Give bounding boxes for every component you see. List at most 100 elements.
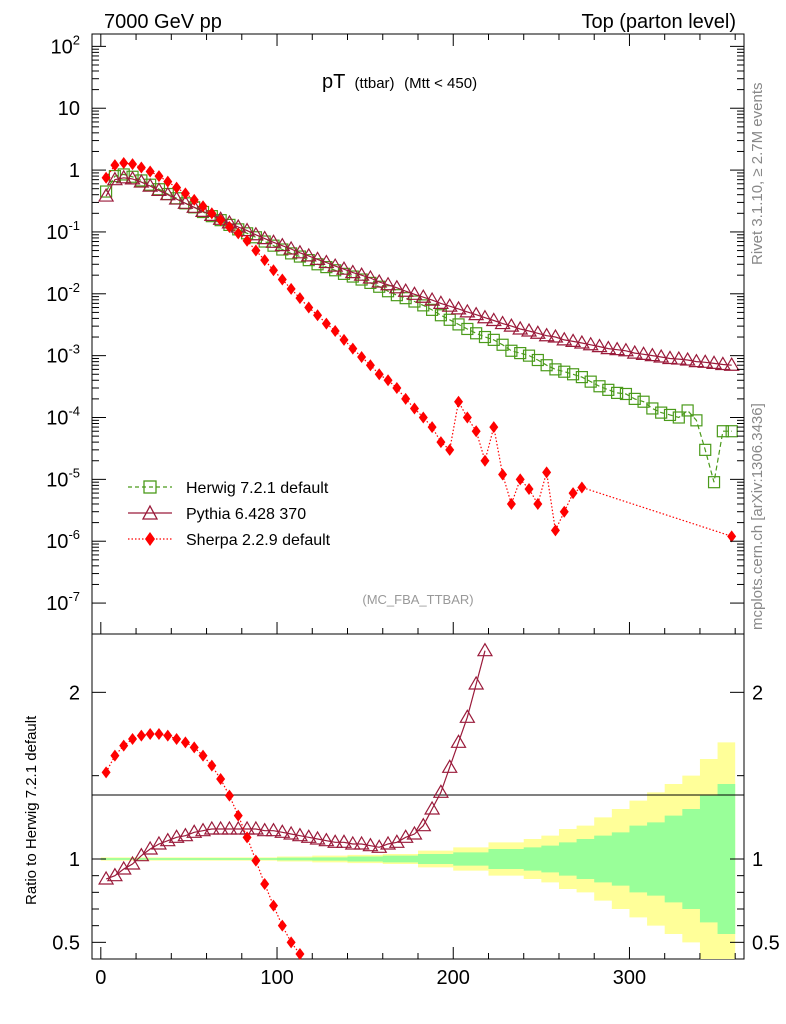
sherpa-point <box>260 254 270 267</box>
pythia-ratio-point <box>362 837 379 852</box>
pythia-point <box>556 331 573 346</box>
pythia-point <box>441 298 458 312</box>
sherpa-point <box>427 421 437 434</box>
sherpa-point <box>110 159 120 172</box>
pythia-ratio-point <box>274 824 291 838</box>
pythia-ratio-point <box>186 824 203 838</box>
herwig-point <box>566 368 580 381</box>
legend: Herwig 7.2.1 default Pythia 6.428 370 Sh… <box>128 480 331 549</box>
herwig-point <box>672 411 685 424</box>
pythia-ratio-point <box>318 832 335 847</box>
herwig-point <box>593 380 606 393</box>
sherpa-ratio-point <box>128 733 138 745</box>
herwig-point <box>549 363 562 376</box>
sherpa-point <box>172 181 182 194</box>
pythia-point <box>723 357 740 371</box>
pythia-point <box>300 247 317 262</box>
sherpa-point <box>304 301 314 314</box>
pythia-point <box>142 177 159 192</box>
ratio-y-tick-label-right: 0.5 <box>752 932 780 954</box>
x-tick-label: 300 <box>613 967 646 989</box>
herwig-point <box>690 414 703 427</box>
legend-marker-sherpa <box>145 532 155 546</box>
legend-label-sherpa: Sherpa 2.2.9 default <box>186 532 331 549</box>
sherpa-ratio-point <box>251 854 261 867</box>
herwig-point <box>663 408 677 422</box>
y-tick-label: 10-2 <box>46 280 80 306</box>
pythia-ratio-point <box>203 820 220 835</box>
sherpa-point <box>462 411 472 424</box>
sherpa-point <box>383 374 393 387</box>
herwig-point <box>628 392 641 405</box>
ratio-y-tick-label: 2 <box>69 682 80 704</box>
pythia-ratio-point <box>476 642 494 657</box>
pythia-point <box>670 350 687 365</box>
sherpa-ratio-point <box>163 729 173 742</box>
pythia-point <box>159 186 176 201</box>
sherpa-point <box>163 175 173 188</box>
herwig-point <box>558 365 571 378</box>
pythia-point <box>714 356 731 371</box>
sherpa-point <box>189 193 199 206</box>
herwig-point <box>408 295 421 308</box>
pythia-point <box>512 320 529 335</box>
plot-title: pT (ttbar) (Mtt < 450) <box>322 71 477 93</box>
pythia-point <box>600 340 617 355</box>
sherpa-point <box>418 411 428 424</box>
ratio-y-tick-label-right: 2 <box>752 682 763 704</box>
herwig-point <box>470 327 483 340</box>
sherpa-point <box>506 497 516 510</box>
pythia-point <box>177 195 194 209</box>
pythia-point <box>265 234 282 248</box>
pythia-ratio-point <box>388 834 405 848</box>
sherpa-ratio-line <box>105 733 301 955</box>
pythia-point <box>494 315 511 330</box>
sherpa-point <box>550 524 560 537</box>
pythia-ratio-point <box>300 829 317 843</box>
pythia-ratio-point <box>353 835 370 850</box>
herwig-point <box>514 346 527 360</box>
ratio-y-tick-label: 0.5 <box>52 932 80 954</box>
sherpa-ratio-point <box>260 878 270 890</box>
y-tick-label: 10-4 <box>46 404 80 430</box>
sherpa-point <box>339 333 349 346</box>
pythia-point <box>106 171 123 186</box>
sherpa-point <box>533 497 543 510</box>
pythia-ratio-point <box>450 734 467 748</box>
pythia-ratio-point <box>424 800 441 815</box>
y-tick-label: 10-1 <box>46 218 80 244</box>
legend-label-herwig: Herwig 7.2.1 default <box>186 480 329 497</box>
sherpa-ratio-point <box>207 759 217 772</box>
herwig-point <box>637 395 650 408</box>
pythia-point <box>468 306 485 321</box>
legend-label-pythia: Pythia 6.428 370 <box>186 506 306 523</box>
sherpa-point <box>119 157 129 170</box>
pythia-point <box>115 169 132 184</box>
pythia-point <box>150 182 168 196</box>
title-cut: (Mtt < 450) <box>404 75 477 92</box>
sherpa-point <box>489 421 499 434</box>
pythia-ratio-point <box>344 835 361 850</box>
pythia-ratio-point <box>168 829 185 843</box>
pythia-point <box>450 300 467 315</box>
sherpa-point <box>480 454 490 467</box>
sherpa-point <box>392 381 402 394</box>
y-tick-label: 10 <box>58 98 80 120</box>
pythia-point <box>124 170 141 185</box>
y-tick-label: 10-6 <box>46 527 80 553</box>
pythia-ratio-point <box>221 820 238 835</box>
sherpa-point <box>269 264 279 277</box>
x-tick-label: 200 <box>437 967 470 989</box>
sherpa-point <box>357 351 367 364</box>
sherpa-point <box>313 309 323 322</box>
pythia-point <box>582 336 599 351</box>
pythia-point <box>653 348 670 363</box>
pythia-point <box>256 230 273 245</box>
herwig-point <box>461 322 474 336</box>
pythia-point <box>415 289 432 303</box>
pythia-ratio-point <box>265 822 282 837</box>
herwig-point <box>707 476 721 489</box>
pythia-ratio-point <box>335 834 353 848</box>
sherpa-point <box>568 487 578 500</box>
